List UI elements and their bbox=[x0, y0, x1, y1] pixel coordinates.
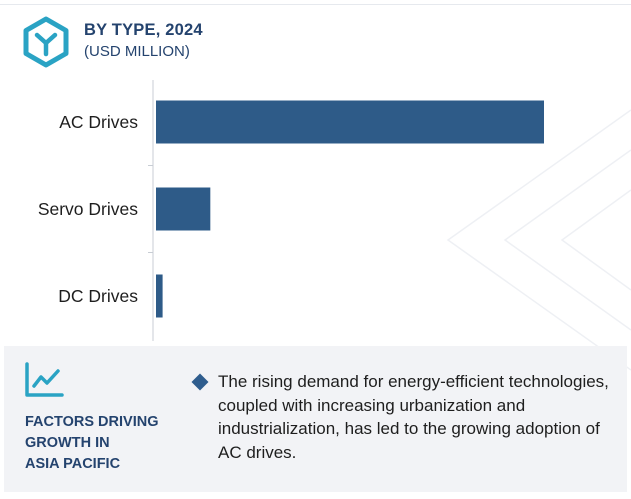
bar-servo-drives bbox=[156, 187, 211, 231]
category-label: Servo Drives bbox=[38, 199, 138, 219]
bar-dc-drives bbox=[156, 274, 163, 318]
factors-heading-line: GROWTH IN bbox=[25, 435, 110, 451]
chart-title: BY TYPE, 2024 bbox=[84, 21, 203, 39]
factors-heading-line: ASIA PACIFIC bbox=[25, 456, 121, 472]
trend-chart-icon bbox=[24, 362, 64, 398]
factors-panel: FACTORS DRIVING GROWTH IN ASIA PACIFIC T… bbox=[4, 346, 627, 492]
factors-text: The rising demand for energy-efficient t… bbox=[218, 372, 609, 462]
chart-subtitle: (USD MILLION) bbox=[84, 43, 190, 60]
bar-chart: AC Drives Servo Drives DC Drives bbox=[38, 80, 544, 341]
factors-heading-line: FACTORS DRIVING bbox=[25, 414, 159, 430]
bar-ac-drives bbox=[156, 100, 544, 144]
category-label: DC Drives bbox=[58, 286, 138, 306]
factors-heading: FACTORS DRIVING GROWTH IN ASIA PACIFIC bbox=[25, 412, 185, 475]
category-label: AC Drives bbox=[59, 112, 138, 132]
hexagon-y-icon bbox=[22, 16, 70, 68]
top-divider bbox=[0, 4, 631, 5]
diamond-bullet-icon bbox=[191, 373, 209, 391]
